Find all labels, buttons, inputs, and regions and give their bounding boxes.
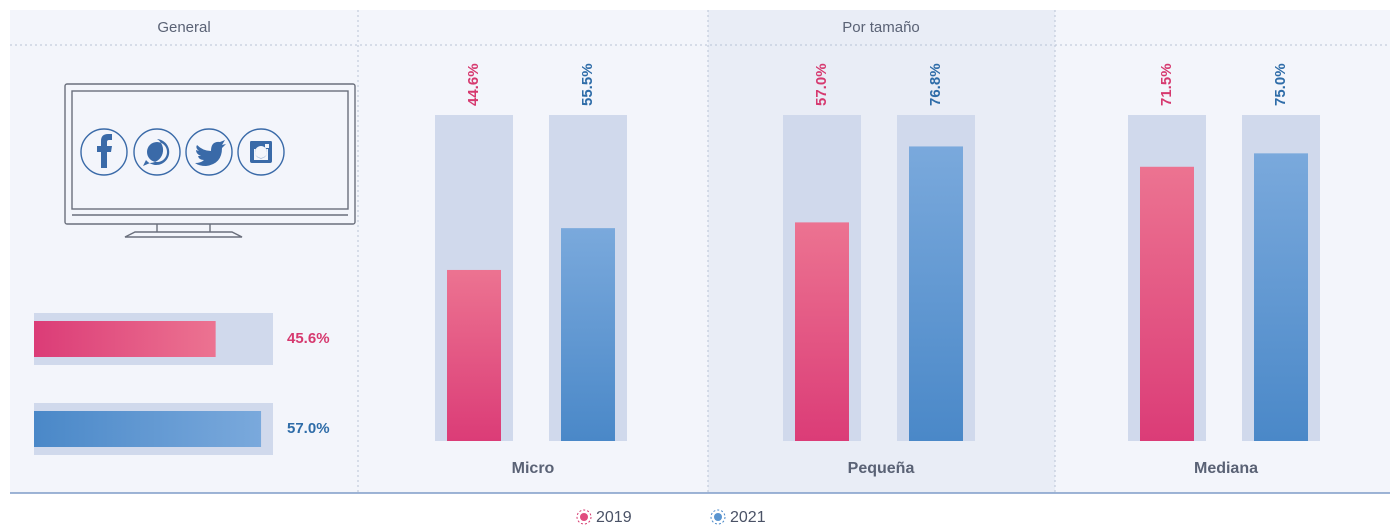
value-label: 57.0% (813, 63, 830, 106)
bar (34, 321, 216, 357)
value-label: 57.0% (287, 420, 330, 437)
bar (561, 228, 615, 441)
legend-label: 2021 (730, 509, 766, 525)
legend-swatch (714, 513, 722, 521)
value-label: 44.6% (465, 63, 482, 106)
bar (447, 270, 501, 441)
bar (1140, 167, 1194, 441)
category-label: Pequeña (848, 460, 915, 477)
header-title: Por tamaño (842, 19, 920, 36)
panel-pequena (708, 10, 1055, 493)
value-label: 76.8% (927, 63, 944, 106)
legend: 2019 2021 (577, 509, 766, 525)
category-label: Micro (512, 460, 555, 477)
bar (1254, 153, 1308, 441)
bar (909, 146, 963, 441)
bar (795, 222, 849, 441)
value-label: 71.5% (1158, 63, 1175, 106)
infographic: General Por tamaño 2019 2021 45.6% 57.0% M… (0, 0, 1390, 525)
value-label: 55.5% (579, 63, 596, 106)
category-label: Mediana (1194, 460, 1258, 477)
header-title: General (157, 19, 210, 36)
legend-swatch (580, 513, 588, 521)
value-label: 75.0% (1272, 63, 1289, 106)
panel-mediana (1055, 10, 1390, 493)
legend-label: 2019 (596, 509, 632, 525)
panel-micro (358, 10, 708, 493)
value-label: 45.6% (287, 330, 330, 347)
bar (34, 411, 261, 447)
